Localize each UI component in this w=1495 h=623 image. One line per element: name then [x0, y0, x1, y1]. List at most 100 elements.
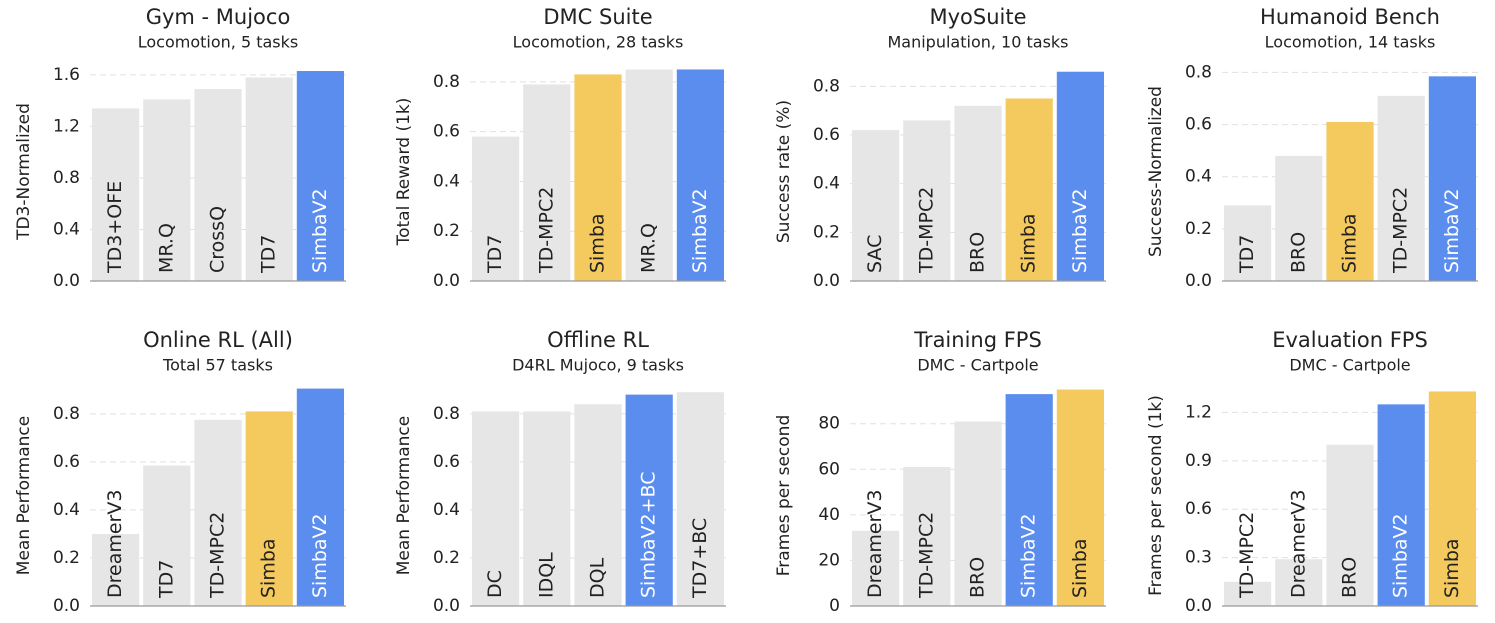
chart-title: DMC Suite — [543, 5, 652, 29]
bar-category-label: SimbaV2 — [1018, 513, 1040, 598]
bar — [472, 136, 520, 281]
y-tick-label: 0.0 — [53, 596, 80, 616]
bar — [194, 419, 242, 606]
bar — [625, 394, 673, 606]
y-tick-label: 0.8 — [1185, 62, 1212, 82]
chart-title: Training FPS — [913, 328, 1042, 352]
y-axis-label: Frames per second — [774, 415, 794, 577]
bar-category-label: Simba — [1441, 538, 1463, 598]
bar-category-label: MR.Q — [155, 223, 177, 273]
y-tick-label: 40 — [818, 505, 840, 525]
bar-category-label: DC — [484, 570, 506, 598]
y-tick-label: 0.0 — [53, 271, 80, 291]
bar-category-label: SimbaV2+BC — [638, 471, 660, 598]
bar — [1005, 394, 1053, 606]
y-tick-label: 0.6 — [1185, 499, 1212, 519]
y-axis-label: Total Reward (1k) — [394, 98, 414, 247]
bar-category-label: DreamerV3 — [1287, 490, 1309, 598]
bar — [1056, 389, 1104, 606]
y-tick-label: 0.6 — [53, 452, 80, 472]
bar — [1005, 98, 1053, 281]
chart-subtitle: Locomotion, 14 tasks — [1265, 33, 1436, 52]
chart-title: MyoSuite — [929, 5, 1026, 29]
chart-subtitle: DMC - Cartpole — [1289, 356, 1410, 375]
chart-subtitle: Locomotion, 5 tasks — [138, 33, 298, 52]
bar — [852, 130, 900, 281]
y-tick-label: 1.6 — [53, 65, 80, 85]
y-axis-label: Success-Normalized — [1146, 86, 1166, 257]
bar-category-label: IDQL — [535, 552, 557, 598]
bar-category-label: TD-MPC2 — [535, 187, 557, 274]
y-tick-label: 0.8 — [433, 404, 460, 424]
chart-title: Online RL (All) — [143, 328, 293, 352]
y-tick-label: 0.4 — [433, 500, 460, 520]
y-tick-label: 0.0 — [813, 271, 840, 291]
y-axis-label: Success rate (%) — [774, 100, 794, 243]
y-tick-label: 0.9 — [1185, 451, 1212, 471]
chart-subtitle: D4RL Mujoco, 9 tasks — [512, 356, 684, 375]
bar — [92, 108, 140, 282]
y-tick-label: 0.8 — [433, 72, 460, 92]
y-tick-label: 0.8 — [813, 76, 840, 96]
bar — [625, 69, 673, 281]
bar — [1377, 95, 1425, 282]
bar — [1326, 444, 1374, 606]
bar — [1377, 404, 1425, 606]
y-tick-label: 0.0 — [433, 596, 460, 616]
y-tick-label: 0 — [829, 596, 840, 616]
y-tick-label: 0.0 — [1185, 596, 1212, 616]
chart-title: Humanoid Bench — [1260, 5, 1440, 29]
bar-category-label: Simba — [1069, 538, 1091, 598]
bar-category-label: TD-MPC2 — [915, 512, 937, 599]
y-axis-label: TD3-Normalized — [14, 103, 34, 241]
bar — [296, 71, 344, 282]
bar-category-label: SimbaV2 — [309, 188, 331, 273]
bar — [903, 120, 951, 282]
bar — [194, 89, 242, 281]
y-axis-label: Frames per second (1k) — [1146, 395, 1166, 596]
bar-category-label: SimbaV2 — [689, 188, 711, 273]
bar — [296, 388, 344, 606]
bar — [954, 105, 1002, 281]
y-tick-label: 0.2 — [53, 548, 80, 568]
bar — [574, 74, 622, 282]
y-tick-label: 0.6 — [1185, 115, 1212, 135]
y-tick-label: 0.3 — [1185, 548, 1212, 568]
bar-category-label: TD7 — [1236, 235, 1258, 274]
bar-category-label: SimbaV2 — [1441, 188, 1463, 273]
bar — [676, 392, 724, 606]
bar-category-label: BRO — [967, 557, 989, 598]
chart-title: Offline RL — [547, 328, 649, 352]
y-axis-label: Mean Performance — [394, 416, 414, 575]
bar-category-label: TD3+OFE — [104, 181, 126, 274]
bar — [143, 99, 191, 281]
y-tick-label: 0.8 — [53, 168, 80, 188]
y-tick-label: 80 — [818, 414, 840, 434]
bar-category-label: TD7 — [258, 235, 280, 274]
bar-category-label: CrossQ — [207, 206, 229, 273]
y-tick-label: 0.6 — [433, 452, 460, 472]
y-tick-label: 0.0 — [433, 271, 460, 291]
y-tick-label: 0.0 — [1185, 271, 1212, 291]
bar — [903, 467, 951, 606]
y-tick-label: 1.2 — [53, 116, 80, 136]
bar — [245, 411, 293, 606]
y-tick-label: 0.4 — [433, 171, 460, 191]
bar-category-label: Simba — [587, 213, 609, 273]
y-tick-label: 0.2 — [433, 548, 460, 568]
bar-category-label: TD-MPC2 — [915, 187, 937, 274]
bar-category-label: DreamerV3 — [104, 490, 126, 598]
chart-subtitle: DMC - Cartpole — [917, 356, 1038, 375]
bar — [523, 84, 571, 281]
bar-category-label: TD7 — [484, 235, 506, 274]
bar-category-label: SimbaV2 — [1390, 513, 1412, 598]
chart-subtitle: Locomotion, 28 tasks — [513, 33, 684, 52]
y-axis-label: Mean Performance — [14, 416, 34, 575]
bar-category-label: SimbaV2 — [1069, 188, 1091, 273]
bar-category-label: Simba — [1018, 213, 1040, 273]
y-tick-label: 0.4 — [53, 219, 80, 239]
bar — [143, 465, 191, 606]
bar-category-label: Simba — [1339, 213, 1361, 273]
bar — [1428, 76, 1476, 281]
